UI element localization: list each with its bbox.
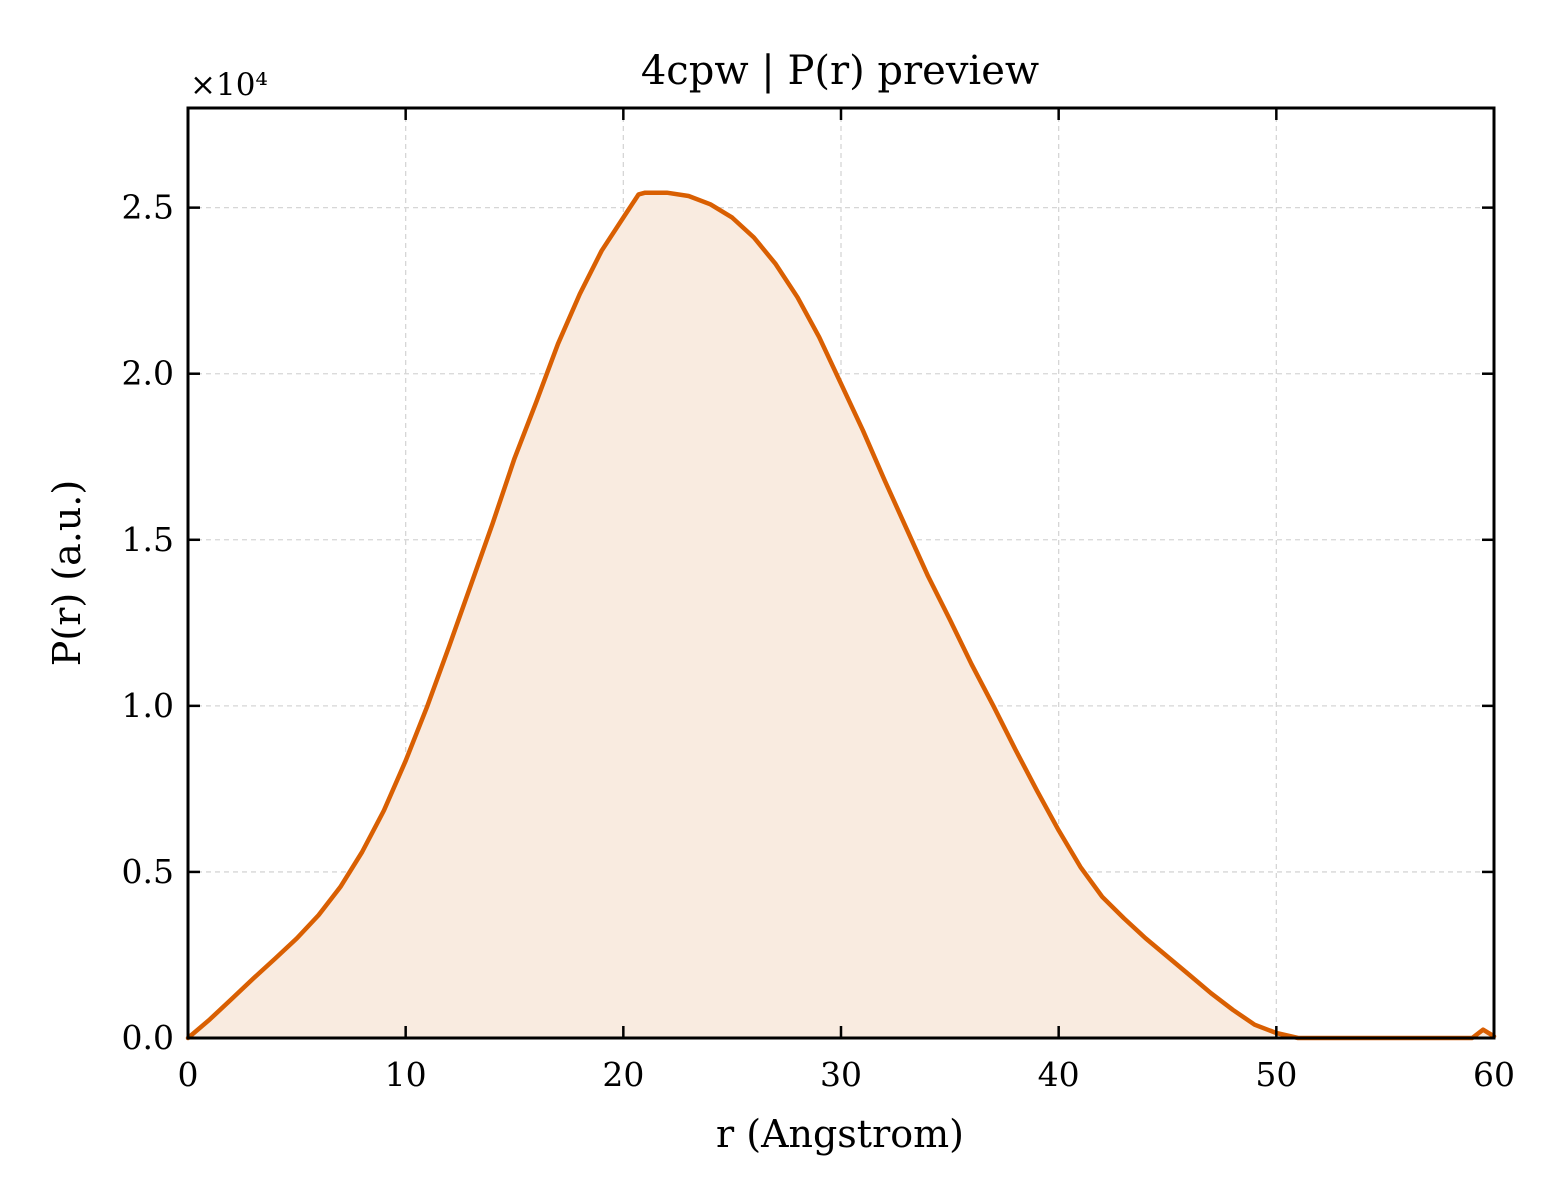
x-axis-label: r (Angstrom) — [716, 1112, 964, 1156]
x-tick-label: 40 — [1038, 1055, 1080, 1094]
x-tick-label: 0 — [178, 1055, 199, 1094]
plot-frame — [186, 106, 1496, 1040]
x-tick-label: 30 — [820, 1055, 862, 1094]
chart-title: 4cpw | P(r) preview — [641, 48, 1039, 94]
x-tick-label: 20 — [602, 1055, 644, 1094]
tick-labels: 0 10 20 30 40 50 60 0.0 0.5 1.0 1.5 2.0 2.5 — [122, 188, 1515, 1094]
pr-series-line — [185, 190, 1497, 1041]
x-tick-label: 60 — [1473, 1055, 1515, 1094]
pr-area-fill — [188, 192, 1494, 1038]
y-tick-label: 0.0 — [122, 1018, 174, 1057]
y-tick-label: 0.5 — [122, 852, 174, 891]
y-axis-multiplier: ×10⁴ — [190, 67, 268, 103]
y-tick-label: 2.5 — [122, 188, 174, 227]
y-tick-label: 1.0 — [122, 686, 174, 725]
y-axis-label: P(r) (a.u.) — [45, 480, 89, 666]
y-tick-label: 2.0 — [122, 354, 174, 393]
x-tick-label: 50 — [1255, 1055, 1297, 1094]
x-tick-label: 10 — [385, 1055, 427, 1094]
y-tick-label: 1.5 — [122, 520, 174, 559]
